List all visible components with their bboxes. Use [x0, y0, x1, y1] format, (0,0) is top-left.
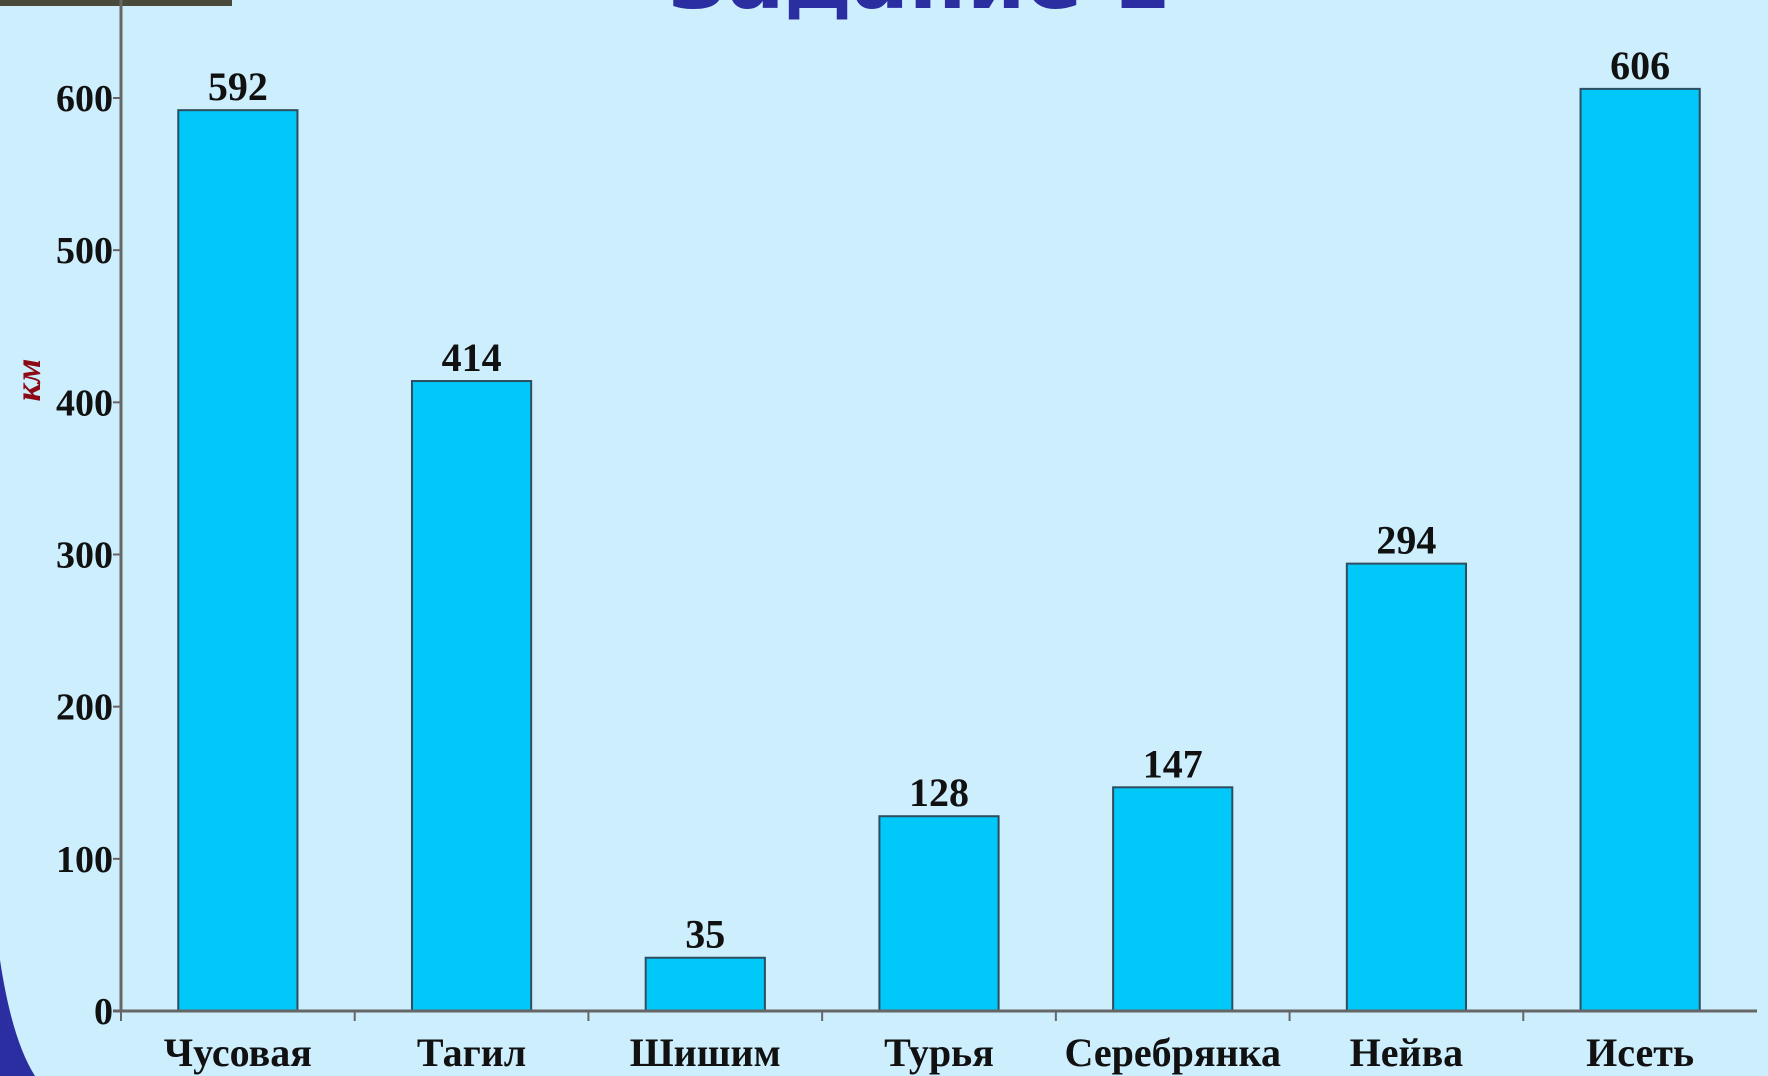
y-tick-label: 200 [56, 687, 113, 729]
bar [1112, 786, 1234, 1012]
x-tick-label: Шишим [630, 1030, 781, 1075]
value-label: 147 [1143, 741, 1203, 786]
bar [878, 815, 1000, 1013]
y-tick-label: 500 [56, 230, 113, 272]
y-tick-label: 600 [56, 78, 113, 120]
value-label: 414 [442, 335, 502, 380]
x-tick-label: Нейва [1350, 1030, 1464, 1075]
value-label: 592 [208, 64, 268, 109]
value-label: 128 [909, 770, 969, 815]
x-tick-label: Чусовая [164, 1030, 312, 1075]
bar [410, 380, 533, 1012]
decor-corner [0, 960, 35, 1076]
value-label: 294 [1376, 518, 1436, 563]
bar [177, 109, 299, 1012]
x-tick-label: Исеть [1586, 1030, 1694, 1075]
bar [1345, 562, 1468, 1012]
y-tick-label: 400 [56, 382, 113, 424]
value-label: 35 [685, 912, 725, 957]
decor-image [0, 0, 232, 6]
bar [1579, 87, 1701, 1013]
bar [644, 956, 766, 1012]
y-tick-label: 300 [56, 535, 113, 577]
chart-title: Задание 1 [668, 0, 1170, 28]
y-tick-label: 100 [56, 839, 113, 881]
x-tick-label: Тагил [417, 1030, 526, 1075]
x-tick-label: Турья [884, 1030, 994, 1075]
y-tick-label: 0 [94, 991, 113, 1033]
y-axis-label: км [8, 359, 48, 402]
x-tick-label: Серебрянка [1064, 1030, 1281, 1075]
value-label: 606 [1610, 43, 1670, 88]
